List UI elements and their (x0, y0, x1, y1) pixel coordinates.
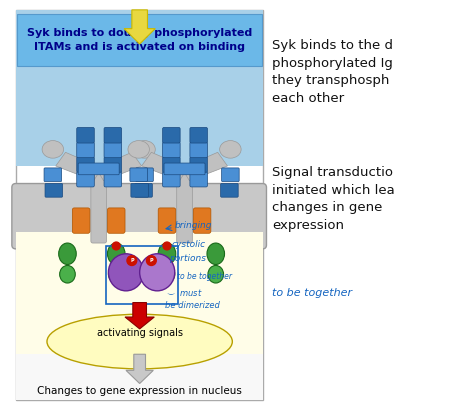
Ellipse shape (42, 141, 64, 158)
FancyBboxPatch shape (135, 184, 152, 197)
Ellipse shape (109, 254, 144, 291)
Ellipse shape (109, 265, 124, 283)
FancyBboxPatch shape (77, 142, 94, 158)
Polygon shape (182, 152, 228, 181)
FancyBboxPatch shape (91, 174, 107, 243)
FancyBboxPatch shape (108, 208, 125, 233)
Bar (16, 232, 263, 354)
FancyBboxPatch shape (190, 171, 208, 187)
FancyBboxPatch shape (17, 14, 262, 66)
FancyBboxPatch shape (104, 142, 122, 158)
Circle shape (127, 256, 137, 265)
Text: P: P (150, 258, 153, 263)
Ellipse shape (47, 314, 232, 369)
FancyBboxPatch shape (163, 171, 180, 187)
Text: be dimerized: be dimerized (165, 301, 220, 310)
Text: bringing: bringing (175, 221, 212, 230)
Polygon shape (125, 303, 155, 329)
Ellipse shape (219, 141, 241, 158)
FancyBboxPatch shape (78, 163, 119, 175)
Text: portions: portions (169, 254, 206, 263)
Text: changes in gene: changes in gene (273, 201, 383, 214)
FancyBboxPatch shape (222, 168, 239, 182)
FancyBboxPatch shape (104, 157, 122, 172)
FancyBboxPatch shape (177, 174, 192, 243)
Bar (16, 10, 263, 166)
Bar (16, 195, 263, 237)
Bar (16, 354, 263, 400)
Text: P: P (130, 258, 134, 263)
FancyBboxPatch shape (136, 168, 153, 182)
Text: Changes to gene expression in nucleus: Changes to gene expression in nucleus (37, 387, 242, 396)
FancyBboxPatch shape (190, 128, 208, 143)
Text: to be together: to be together (273, 288, 353, 298)
FancyBboxPatch shape (190, 157, 208, 172)
FancyBboxPatch shape (130, 168, 147, 182)
Polygon shape (124, 10, 155, 44)
Polygon shape (96, 152, 142, 181)
FancyBboxPatch shape (45, 184, 63, 197)
Text: activating signals: activating signals (97, 328, 182, 338)
Ellipse shape (59, 243, 76, 265)
Text: they transphosph: they transphosph (273, 74, 390, 87)
Ellipse shape (140, 254, 175, 291)
Ellipse shape (108, 243, 125, 265)
Circle shape (112, 242, 120, 250)
FancyBboxPatch shape (158, 208, 176, 233)
FancyBboxPatch shape (131, 184, 148, 197)
FancyBboxPatch shape (104, 128, 122, 143)
Text: to be together: to be together (177, 272, 232, 281)
Bar (16, 10, 263, 400)
FancyBboxPatch shape (190, 142, 208, 158)
Ellipse shape (134, 141, 155, 158)
Text: initiated which lea: initiated which lea (273, 184, 395, 197)
Text: each other: each other (273, 92, 345, 105)
Ellipse shape (208, 265, 224, 283)
Text: phosphorylated Ig: phosphorylated Ig (273, 57, 393, 70)
FancyBboxPatch shape (163, 128, 180, 143)
Circle shape (163, 242, 171, 250)
Text: Syk binds to the d: Syk binds to the d (273, 39, 393, 52)
Polygon shape (56, 152, 101, 181)
Ellipse shape (207, 243, 225, 265)
FancyBboxPatch shape (73, 208, 90, 233)
Ellipse shape (159, 265, 175, 283)
FancyBboxPatch shape (12, 184, 266, 249)
FancyBboxPatch shape (44, 168, 62, 182)
FancyBboxPatch shape (77, 128, 94, 143)
FancyBboxPatch shape (220, 184, 238, 197)
FancyBboxPatch shape (77, 157, 94, 172)
FancyBboxPatch shape (164, 163, 205, 175)
FancyBboxPatch shape (104, 171, 122, 187)
FancyBboxPatch shape (163, 157, 180, 172)
FancyBboxPatch shape (77, 171, 94, 187)
FancyBboxPatch shape (193, 208, 211, 233)
Text: cystolic: cystolic (172, 240, 206, 249)
Text: Signal transductio: Signal transductio (273, 166, 393, 179)
Text: Syk binds to doubly phosphorylated
ITAMs and is activated on binding: Syk binds to doubly phosphorylated ITAMs… (27, 28, 252, 52)
Ellipse shape (128, 141, 149, 158)
Ellipse shape (158, 243, 176, 265)
Circle shape (146, 256, 156, 265)
Ellipse shape (60, 265, 75, 283)
Text: $\smile$ must: $\smile$ must (165, 287, 203, 298)
Polygon shape (126, 354, 153, 384)
Polygon shape (142, 152, 187, 181)
FancyBboxPatch shape (163, 142, 180, 158)
Text: expression: expression (273, 219, 344, 231)
